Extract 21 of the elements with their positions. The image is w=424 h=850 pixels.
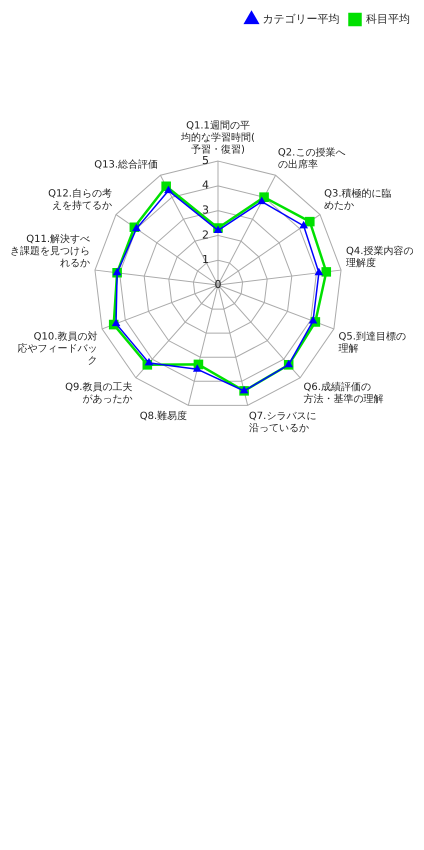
spoke-label: Q2.この授業への出席率	[278, 146, 346, 170]
y-tick-label: 0	[214, 278, 222, 291]
legend-label: 科目平均	[366, 12, 410, 26]
y-tick-label: 1	[202, 253, 209, 266]
spoke-label: Q1.1週間の平均的な学習時間(予習・復習)	[180, 120, 256, 156]
spoke-label: Q10.教員の対応やフィードバック	[17, 330, 98, 366]
spoke-label: Q3.積極的に臨めたか	[324, 187, 392, 212]
y-tick-label: 3	[202, 203, 209, 216]
spoke-label: Q5.到達目標の理解	[338, 330, 406, 354]
spoke-label: Q9.教員の工夫があったか	[65, 381, 132, 406]
spoke-label: Q11.解決すべき課題を見つけられるか	[10, 233, 90, 270]
spoke-label: Q6.成績評価の方法・基準の理解	[304, 381, 384, 406]
spoke-label: Q7.シラバスに沿っているか	[248, 410, 316, 434]
y-tick-label: 5	[202, 154, 209, 167]
y-tick-label: 2	[202, 228, 209, 242]
spoke-label: Q8.難易度	[140, 410, 188, 422]
spoke-label: Q4.授業内容の理解度	[346, 245, 414, 270]
legend-label: カテゴリー平均	[262, 12, 340, 26]
spoke-label: Q13.総合評価	[94, 158, 158, 170]
y-tick-label: 4	[202, 178, 209, 192]
spoke-label: Q12.自らの考えを持てるか	[48, 187, 112, 212]
